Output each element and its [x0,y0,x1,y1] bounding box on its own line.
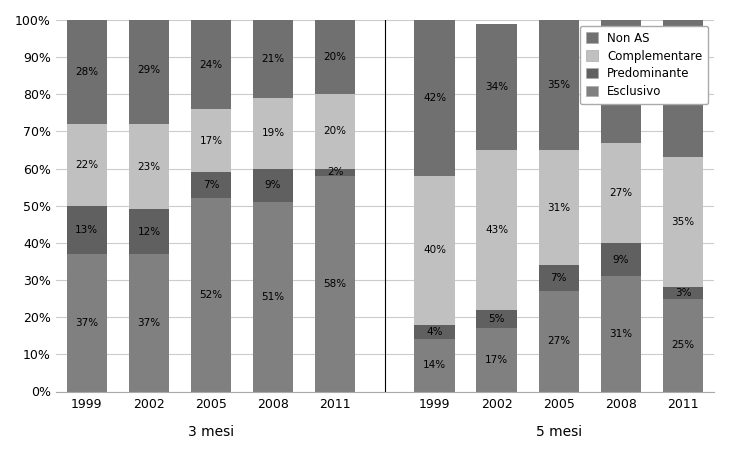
Bar [315,176,355,392]
Text: 40%: 40% [423,245,446,255]
Text: 35%: 35% [671,217,695,227]
Bar [477,328,517,392]
Bar [253,98,293,169]
Bar [66,254,107,392]
Text: 5%: 5% [488,314,505,324]
Bar [191,172,231,198]
Text: 35%: 35% [547,80,570,90]
Text: 20%: 20% [324,52,347,62]
Text: 17%: 17% [200,136,222,146]
Text: 24%: 24% [200,59,222,70]
Text: 33%: 33% [609,76,633,86]
Bar [601,243,641,276]
Text: 13%: 13% [75,225,98,235]
Text: 42%: 42% [423,93,446,103]
Bar [191,109,231,172]
Text: 37%: 37% [671,84,695,94]
Bar [66,206,107,254]
Bar [663,20,703,158]
Bar [253,169,293,202]
Text: 22%: 22% [75,160,98,170]
Text: 34%: 34% [485,82,508,92]
Bar [191,198,231,392]
Text: 12%: 12% [137,227,160,237]
Bar [601,143,641,243]
Bar [414,339,455,392]
Text: 29%: 29% [137,65,160,75]
Text: 3%: 3% [675,288,691,298]
Bar [414,176,455,324]
Bar [129,124,169,209]
Text: 23%: 23% [137,162,160,172]
Text: 5 mesi: 5 mesi [536,425,582,439]
Bar [66,124,107,206]
Text: 21%: 21% [262,54,284,64]
Bar [663,288,703,299]
Bar [477,150,517,310]
Text: 17%: 17% [485,355,508,365]
Text: 58%: 58% [324,279,347,289]
Bar [539,150,579,265]
Bar [315,94,355,169]
Text: 25%: 25% [671,340,695,350]
Text: 9%: 9% [612,255,629,265]
Text: 27%: 27% [609,188,633,198]
Bar [315,169,355,176]
Text: 20%: 20% [324,126,347,136]
Text: 31%: 31% [609,329,633,339]
Text: 3 mesi: 3 mesi [188,425,234,439]
Bar [129,209,169,254]
Text: 7%: 7% [203,180,219,190]
Text: 28%: 28% [75,67,98,77]
Bar [191,20,231,109]
Bar [601,276,641,392]
Bar [414,324,455,339]
Bar [663,158,703,288]
Bar [539,265,579,291]
Text: 52%: 52% [200,290,222,300]
Text: 4%: 4% [426,327,443,337]
Text: 51%: 51% [262,292,284,302]
Bar [539,20,579,150]
Bar [539,291,579,392]
Bar [253,20,293,98]
Bar [414,20,455,176]
Text: 2%: 2% [327,167,343,177]
Text: 7%: 7% [550,273,567,283]
Text: 19%: 19% [262,128,284,138]
Text: 14%: 14% [423,360,446,370]
Text: 37%: 37% [75,318,98,328]
Text: 9%: 9% [265,180,281,190]
Bar [129,16,169,124]
Text: 43%: 43% [485,225,508,235]
Bar [477,24,517,150]
Bar [66,20,107,124]
Bar [663,299,703,392]
Text: 31%: 31% [547,202,570,212]
Text: 27%: 27% [547,336,570,346]
Bar [315,20,355,94]
Bar [477,310,517,328]
Legend: Non AS, Complementare, Predominante, Esclusivo: Non AS, Complementare, Predominante, Esc… [580,26,708,104]
Text: 37%: 37% [137,318,160,328]
Bar [129,254,169,392]
Bar [253,202,293,392]
Bar [601,20,641,143]
